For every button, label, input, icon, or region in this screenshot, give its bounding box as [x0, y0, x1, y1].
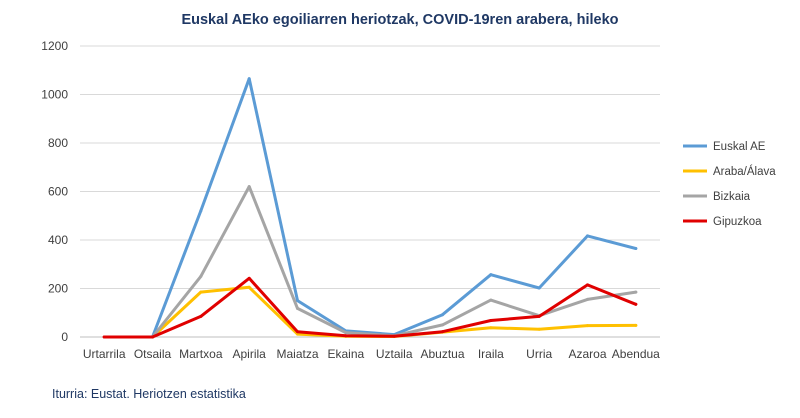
data-point-bizkaia	[489, 298, 493, 302]
data-point-bizkaia	[634, 290, 638, 294]
data-point-gipuzkoa	[392, 334, 396, 338]
gridlines	[80, 45, 660, 338]
legend-label-euskal-ae: Euskal AE	[713, 141, 766, 153]
data-point-araba-lava	[489, 326, 493, 330]
x-tick-label: Urria	[526, 347, 552, 361]
x-tick-label: Martxoa	[179, 347, 223, 361]
data-point-gipuzkoa	[441, 330, 444, 334]
data-point-euskal-ae	[441, 313, 444, 317]
source-note: Iturria: Eustat. Heriotzen estatistika	[52, 387, 246, 401]
x-tick-label: Otsaila	[134, 347, 172, 361]
data-point-araba-lava	[586, 324, 589, 328]
data-point-gipuzkoa	[537, 314, 541, 318]
data-point-gipuzkoa	[102, 335, 106, 339]
y-tick-label: 0	[61, 330, 68, 344]
data-point-gipuzkoa	[247, 276, 251, 280]
legend-label-gipuzkoa: Gipuzkoa	[713, 216, 762, 228]
data-point-araba-lava	[247, 285, 251, 289]
y-tick-label: 1000	[41, 88, 68, 102]
data-point-bizkaia	[296, 306, 299, 310]
data-point-gipuzkoa	[586, 283, 589, 287]
data-point-gipuzkoa	[634, 302, 638, 306]
x-tick-label: Uztaila	[376, 347, 413, 361]
data-point-araba-lava	[537, 327, 541, 331]
data-point-araba-lava	[634, 323, 638, 327]
legend-label-bizkaia: Bizkaia	[713, 191, 751, 203]
data-point-gipuzkoa	[151, 335, 154, 339]
data-point-gipuzkoa	[489, 319, 493, 323]
y-tick-label: 600	[48, 185, 68, 199]
y-tick-label: 400	[48, 233, 68, 247]
series-lines	[102, 77, 638, 339]
data-point-euskal-ae	[634, 246, 638, 250]
data-point-araba-lava	[199, 290, 203, 294]
data-point-bizkaia	[247, 185, 251, 189]
data-point-gipuzkoa	[344, 334, 348, 338]
y-tick-label: 200	[48, 282, 68, 296]
x-tick-label: Maiatza	[276, 347, 318, 361]
x-tick-label: Ekaina	[327, 347, 364, 361]
x-axis-ticks: Urtarrila Otsaila Martxoa Apirila Maiatza Eka…	[83, 347, 660, 361]
series-line-gipuzkoa	[102, 276, 638, 339]
data-point-euskal-ae	[537, 286, 541, 290]
y-axis-ticks: 0 200 400 600 800 1000 1200	[41, 39, 68, 344]
data-point-bizkaia	[586, 297, 589, 301]
x-tick-label: Azaroa	[568, 347, 606, 361]
data-point-euskal-ae	[247, 77, 251, 81]
x-tick-label: Urtarrila	[83, 347, 126, 361]
data-point-bizkaia	[441, 323, 444, 327]
x-tick-label: Abendua	[612, 347, 660, 361]
series-line-araba-lava	[151, 285, 638, 339]
data-point-gipuzkoa	[199, 314, 203, 318]
x-tick-label: Iraila	[478, 347, 504, 361]
legend-label-araba-lava: Araba/Álava	[713, 165, 776, 178]
data-point-euskal-ae	[586, 234, 589, 238]
data-point-euskal-ae	[199, 209, 203, 213]
data-point-bizkaia	[199, 274, 203, 278]
data-point-euskal-ae	[296, 299, 299, 303]
legend: Euskal AE Araba/Álava Bizkaia Gipuzkoa	[683, 141, 776, 228]
y-tick-label: 1200	[41, 39, 68, 53]
data-point-araba-lava	[296, 332, 299, 336]
x-tick-label: Abuztua	[420, 347, 464, 361]
y-tick-label: 800	[48, 136, 68, 150]
data-point-bizkaia	[344, 331, 348, 335]
data-point-euskal-ae	[489, 273, 493, 277]
data-point-gipuzkoa	[296, 330, 299, 334]
x-tick-label: Apirila	[232, 347, 266, 361]
chart-title: Euskal AEko egoiliarren heriotzak, COVID…	[181, 12, 619, 28]
